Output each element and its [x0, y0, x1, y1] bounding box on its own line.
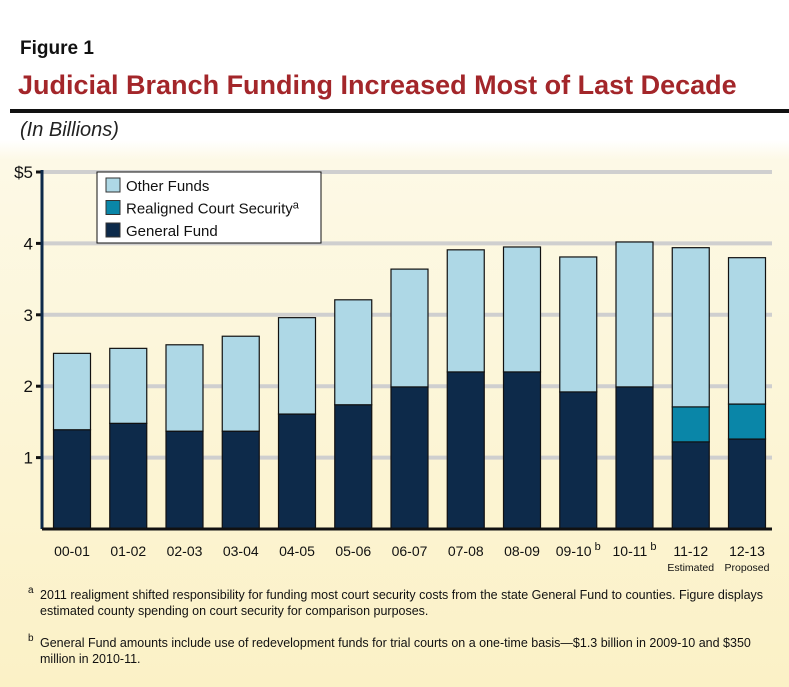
footnote-mark: b [28, 633, 34, 644]
x-tick-label: 05-06 [335, 543, 371, 559]
bar-other-funds [109, 347, 148, 424]
y-tick-label: 1 [24, 449, 33, 468]
bar-other-funds [52, 352, 92, 431]
legend-swatch [105, 177, 121, 193]
bar-general-fund [727, 438, 767, 530]
x-tick-label: 10-11 b [613, 541, 657, 559]
bar-general-fund [334, 404, 373, 530]
x-tick-label: 01-02 [110, 543, 146, 559]
bar-general-fund [109, 422, 148, 530]
bar-other-funds [165, 344, 204, 432]
superscript: b [647, 541, 656, 553]
x-tick-label: 12-13 [729, 543, 765, 559]
x-tick-sublabel: Estimated [667, 562, 714, 574]
y-tick-label: 4 [24, 234, 33, 253]
y-tick-label: 2 [24, 377, 33, 396]
bar-realigned-court-security [727, 403, 767, 440]
bar-other-funds [502, 246, 542, 373]
bar-other-funds [277, 317, 317, 415]
legend-swatch [105, 222, 121, 238]
x-tick-label: 04-05 [279, 543, 315, 559]
superscript: a [293, 200, 300, 212]
bar-general-fund [615, 386, 654, 530]
x-tick-label: 02-03 [167, 543, 203, 559]
bar-other-funds [559, 256, 598, 393]
bar-general-fund [671, 441, 710, 530]
bar-general-fund [502, 371, 542, 530]
bar-general-fund [165, 430, 204, 530]
x-tick-label: 07-08 [448, 543, 484, 559]
bar-realigned-court-security [671, 406, 710, 443]
footnote-text: 2011 realigment shifted responsibility f… [40, 588, 764, 618]
figure-label: Figure 1 [20, 38, 94, 59]
x-tick-label: 00-01 [54, 543, 90, 559]
legend-label: General Fund [126, 223, 218, 240]
chart-subtitle: (In Billions) [20, 119, 119, 141]
bar-general-fund [52, 429, 92, 530]
legend-swatch [105, 200, 121, 215]
footnote-text: General Fund amounts include use of rede… [40, 636, 751, 666]
legend-label: Realigned Court Securitya [126, 200, 300, 218]
superscript: b [592, 541, 601, 553]
x-tick-sublabel: Proposed [725, 562, 770, 574]
bar-other-funds [671, 247, 710, 408]
footnote-b: b General Fund amounts include use of red… [28, 633, 780, 667]
x-tick-label: 03-04 [223, 543, 259, 559]
bar-general-fund [277, 413, 317, 530]
title-rule [10, 109, 789, 113]
bar-general-fund [446, 371, 485, 530]
bar-other-funds [221, 335, 260, 432]
bar-general-fund [559, 391, 598, 530]
legend [96, 171, 322, 244]
bar-other-funds [727, 257, 767, 405]
x-tick-label: 11-12 [673, 543, 708, 559]
bar-other-funds [446, 249, 485, 373]
bar-general-fund [390, 386, 429, 530]
footnote-a: a 2011 realigment shifted responsibility … [28, 585, 780, 619]
footnote-mark: a [28, 585, 34, 596]
bar-other-funds [615, 241, 654, 388]
x-tick-label: 09-10 b [556, 541, 601, 559]
x-tick-label: 08-09 [504, 543, 540, 559]
x-tick-label: 06-07 [392, 543, 428, 559]
bar-other-funds [334, 299, 373, 406]
y-tick-label: $5 [14, 163, 33, 182]
bar-other-funds [390, 268, 429, 388]
legend-label: Other Funds [126, 178, 209, 195]
chart-title: Judicial Branch Funding Increased Most o… [18, 70, 737, 100]
bar-general-fund [221, 430, 260, 530]
y-tick-label: 3 [24, 306, 33, 325]
